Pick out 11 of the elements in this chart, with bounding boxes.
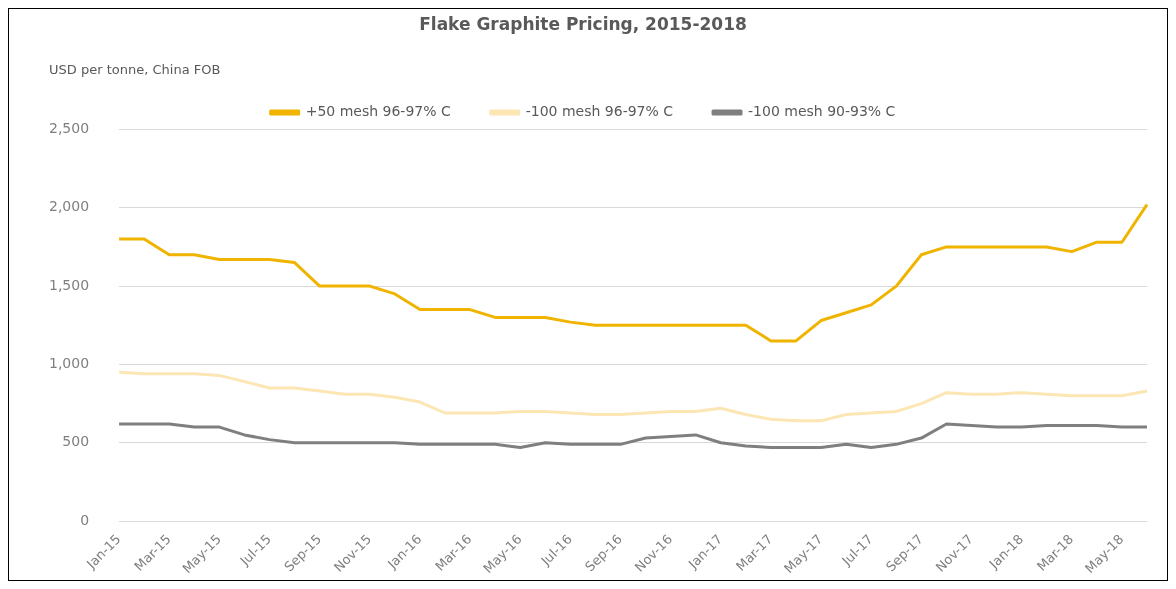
- chart-title: Flake Graphite Pricing, 2015-2018: [419, 13, 747, 34]
- y-tick-label: 2,000: [48, 198, 90, 215]
- y-tick-label: 500: [62, 433, 90, 450]
- y-tick-label: 0: [80, 511, 90, 528]
- legend-label: +50 mesh 96-97% C: [305, 103, 451, 120]
- y-tick-label: 1,500: [48, 276, 90, 293]
- legend-label: -100 mesh 90-93% C: [748, 103, 896, 120]
- y-tick-label: 1,000: [48, 355, 90, 372]
- y-tick-label: 2,500: [48, 120, 90, 137]
- legend-label: -100 mesh 96-97% C: [525, 103, 674, 120]
- y-axis-title: USD per tonne, China FOB: [49, 62, 221, 78]
